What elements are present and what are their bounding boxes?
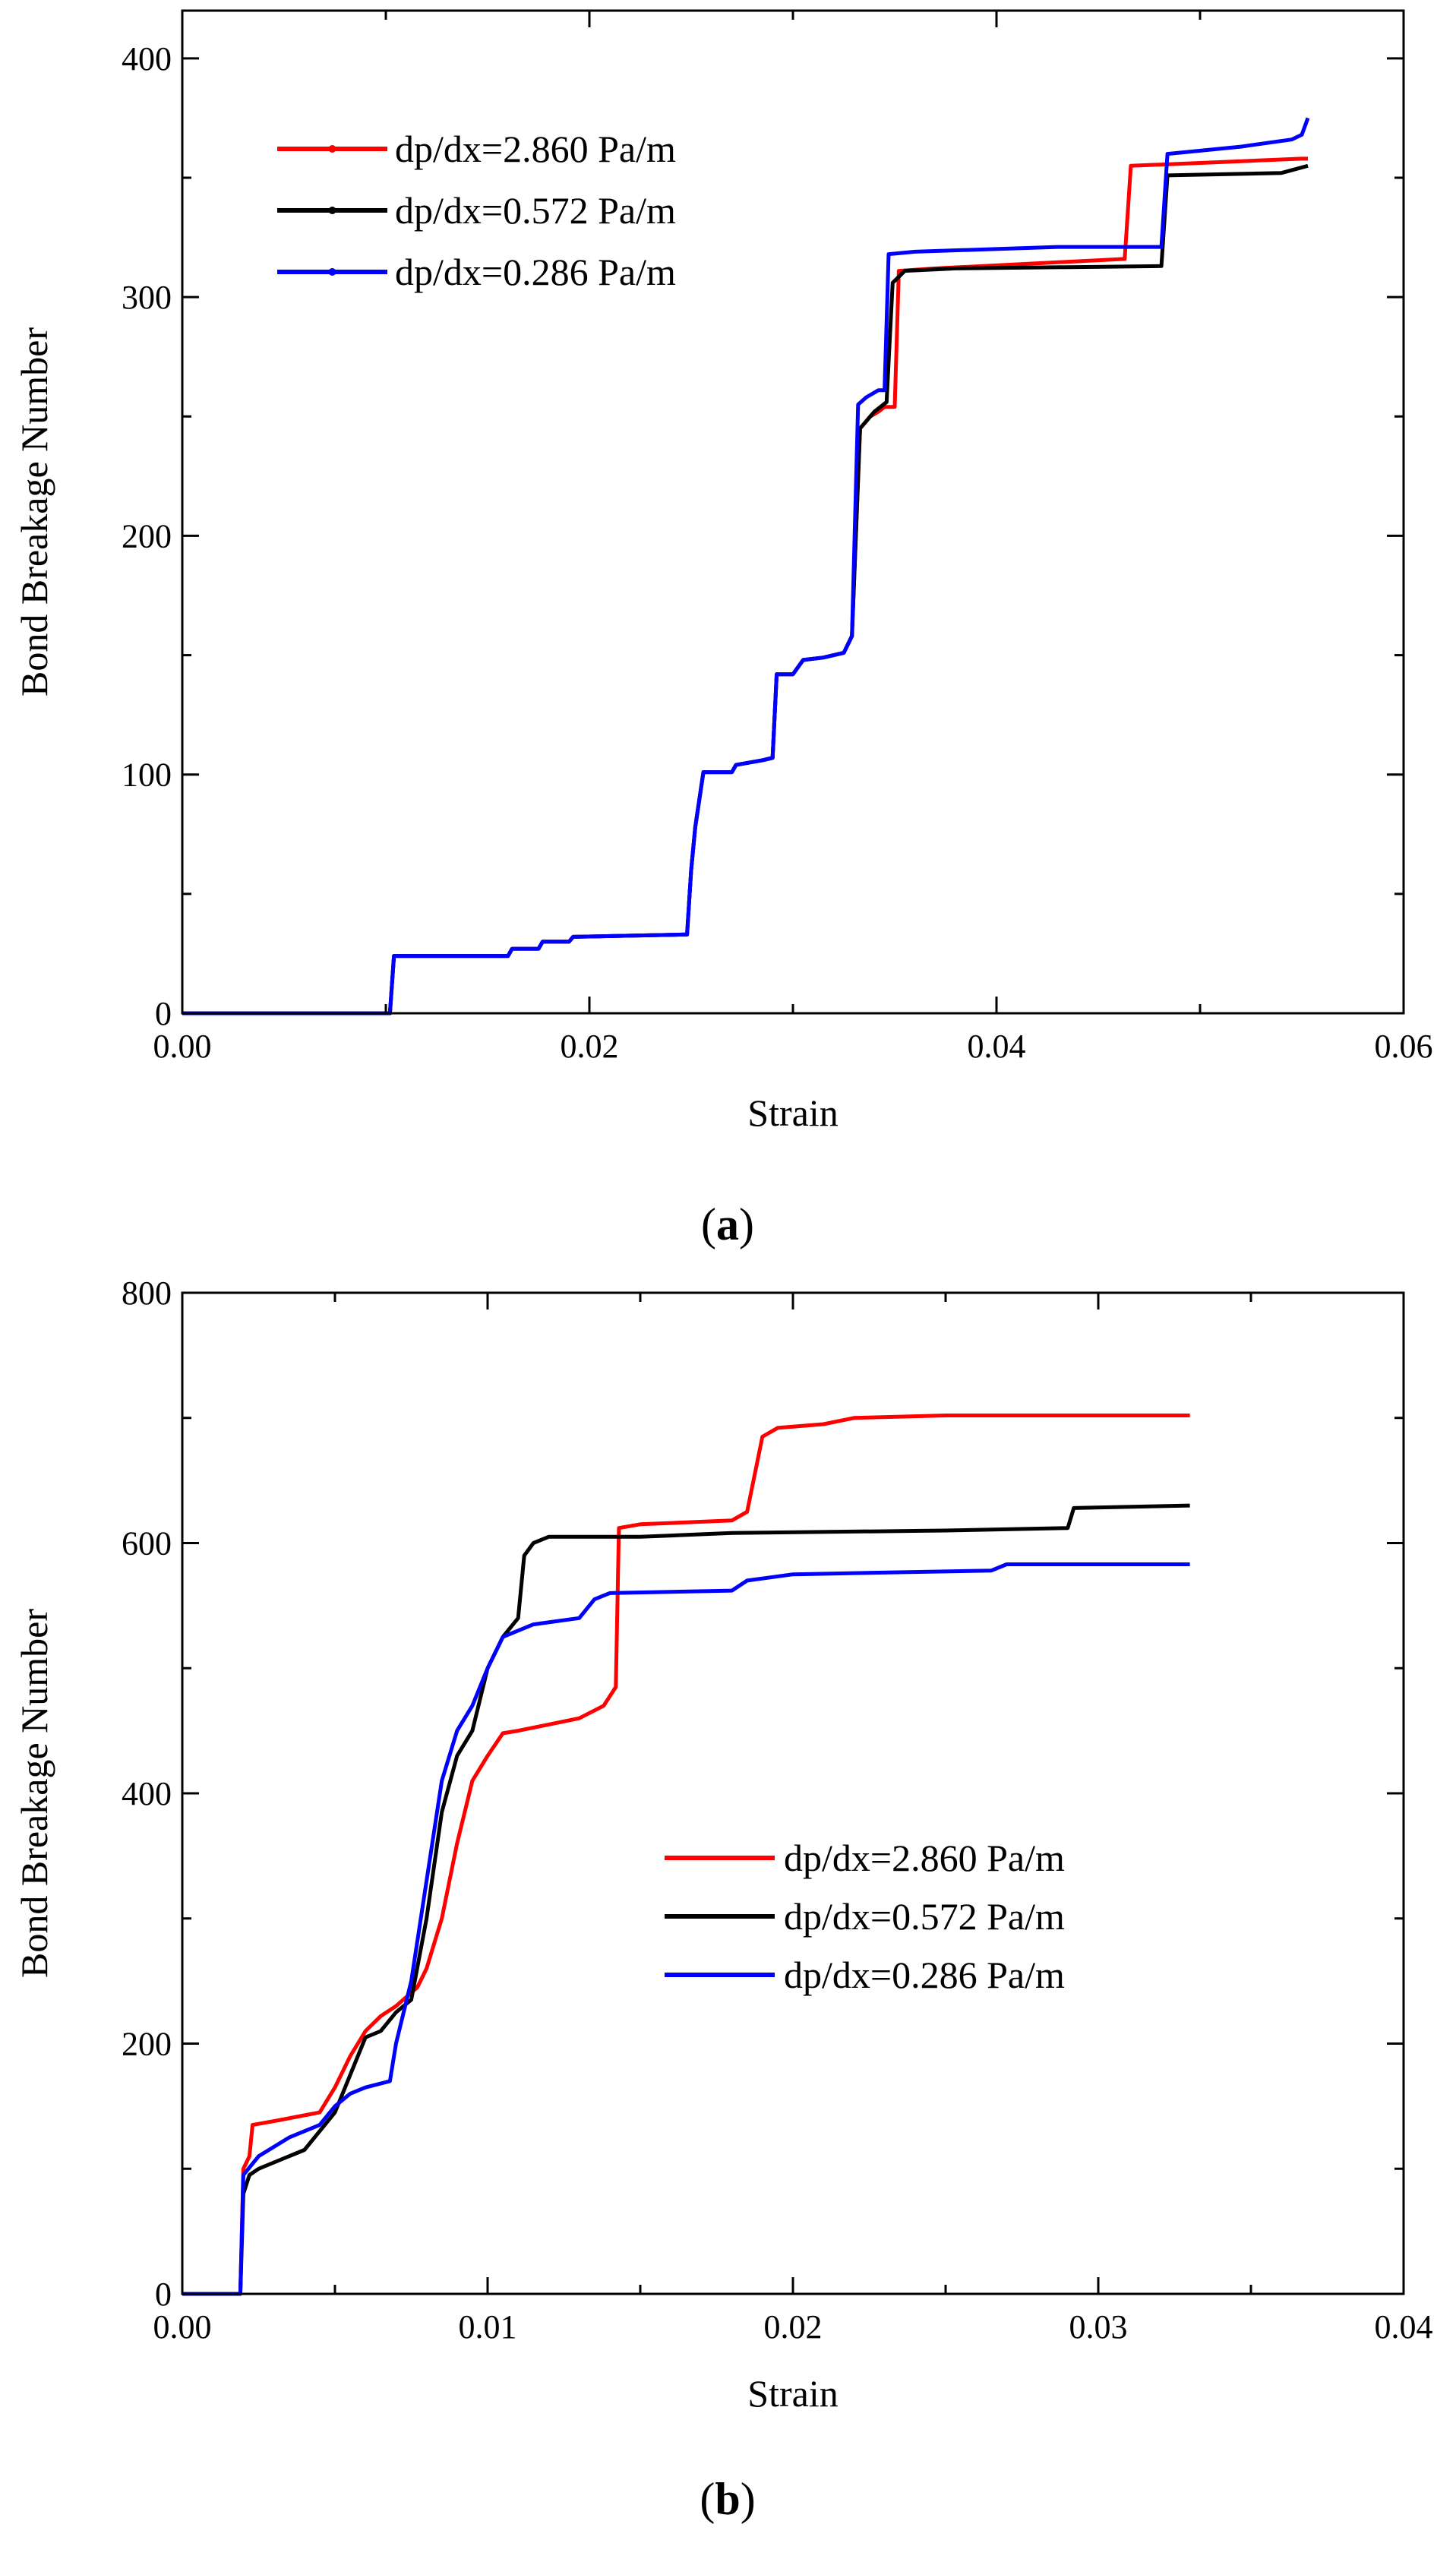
caption-letter-a: a [716,1199,739,1249]
x-tick-label-b-3: 0.03 [1069,2308,1128,2346]
y-tick-label-a-2: 200 [122,517,172,554]
x-tick-label-b-2: 0.02 [764,2308,823,2346]
x-tick-label-a-2: 0.04 [968,1028,1026,1065]
y-axis-title-b: Bond Breakage Number [13,1609,55,1978]
chart-panel-a: 0.00 0.02 0.04 0.06 0 100 200 300 400 Strain Bond … [0,0,1456,1261]
y-tick-label-b-4: 800 [122,1275,172,1312]
legend-label-a-2: dp/dx=0.286 Pa/m [395,251,676,293]
caption-open-paren-a: ( [701,1199,716,1249]
series-line-b-0 [182,1414,1190,2296]
series-line-b-1 [182,1503,1190,2296]
x-tick-label-a-3: 0.06 [1375,1028,1433,1065]
x-tick-label-a-1: 0.02 [561,1028,619,1065]
caption-close-paren-a: ) [739,1199,754,1249]
y-tick-label-b-0: 0 [155,2276,172,2313]
caption-open-paren-b: ( [700,2474,715,2524]
legend-marker-a-2 [328,268,336,276]
legend-label-b-2: dp/dx=0.286 Pa/m [784,1954,1065,1996]
x-tick-label-b-4: 0.04 [1375,2308,1433,2346]
caption-close-paren-b: ) [741,2474,756,2524]
y-tick-label-b-1: 200 [122,2026,172,2063]
caption-letter-b: b [715,2474,740,2524]
legend-label-a-1: dp/dx=0.572 Pa/m [395,189,676,232]
y-tick-label-b-2: 400 [122,1775,172,1812]
chart-b-svg: 0.00 0.01 0.02 0.03 0.04 0 200 400 600 800 Strain B… [13,1275,1433,2524]
x-axis-title-b: Strain [747,2372,838,2415]
panel-caption-a: (a) [701,1199,754,1249]
legend-marker-a-0 [328,145,336,153]
legend-label-b-0: dp/dx=2.860 Pa/m [784,1837,1065,1879]
y-tick-label-a-1: 100 [122,757,172,794]
legend-label-b-1: dp/dx=0.572 Pa/m [784,1895,1065,1938]
legend-label-a-0: dp/dx=2.860 Pa/m [395,128,676,170]
legend-marker-a-1 [328,207,336,214]
chart-a-svg: 0.00 0.02 0.04 0.06 0 100 200 300 400 Strain Bond … [13,9,1433,1249]
x-tick-label-b-1: 0.01 [459,2308,517,2346]
series-line-a-1 [182,163,1309,1016]
series-line-a-2 [182,117,1310,1016]
plot-frame-b [181,1291,1405,2295]
x-axis-title-a: Strain [747,1091,838,1134]
y-tick-label-a-0: 0 [155,995,172,1032]
x-tick-label-a-0: 0.00 [153,1028,212,1065]
y-tick-label-b-3: 600 [122,1525,172,1562]
y-tick-label-a-3: 300 [122,279,172,316]
chart-panel-b: 0.00 0.01 0.02 0.03 0.04 0 200 400 600 800 Strain B… [0,1261,1456,2562]
series-line-a-0 [182,156,1308,1016]
panel-caption-b: (b) [700,2474,755,2524]
y-axis-title-a: Bond Breakage Number [13,327,55,697]
series-line-b-2 [182,1562,1190,2296]
x-tick-label-b-0: 0.00 [153,2308,212,2346]
y-tick-label-a-4: 400 [122,40,172,77]
